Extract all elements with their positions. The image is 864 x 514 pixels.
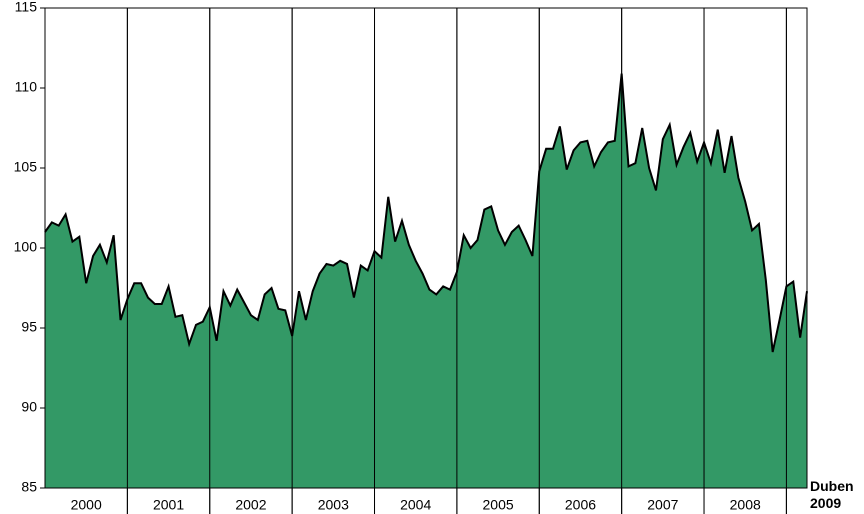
y-tick-label: 105	[14, 159, 38, 175]
area	[45, 73, 807, 488]
x-tick-label: 2002	[235, 497, 266, 513]
x-tick-label: 2008	[730, 497, 761, 513]
x-tick-label: 2006	[565, 497, 596, 513]
x-tick-label: 2007	[647, 497, 678, 513]
y-tick-label: 85	[21, 479, 37, 495]
y-tick-label: 90	[21, 399, 37, 415]
x-tick-label: 2000	[71, 497, 102, 513]
x-tick-label: 2004	[400, 497, 431, 513]
area-line	[44, 73, 808, 353]
y-tick-label: 115	[15, 0, 38, 15]
x-tick-label: 2001	[153, 497, 184, 513]
x-tick-label: 2005	[483, 497, 514, 513]
y-tick-label: 95	[21, 319, 37, 335]
y-tick-label: 110	[15, 79, 38, 95]
y-tick-label: 100	[14, 239, 38, 255]
end-label: Duben 2009	[810, 478, 854, 511]
x-tick-label: 2003	[318, 497, 349, 513]
